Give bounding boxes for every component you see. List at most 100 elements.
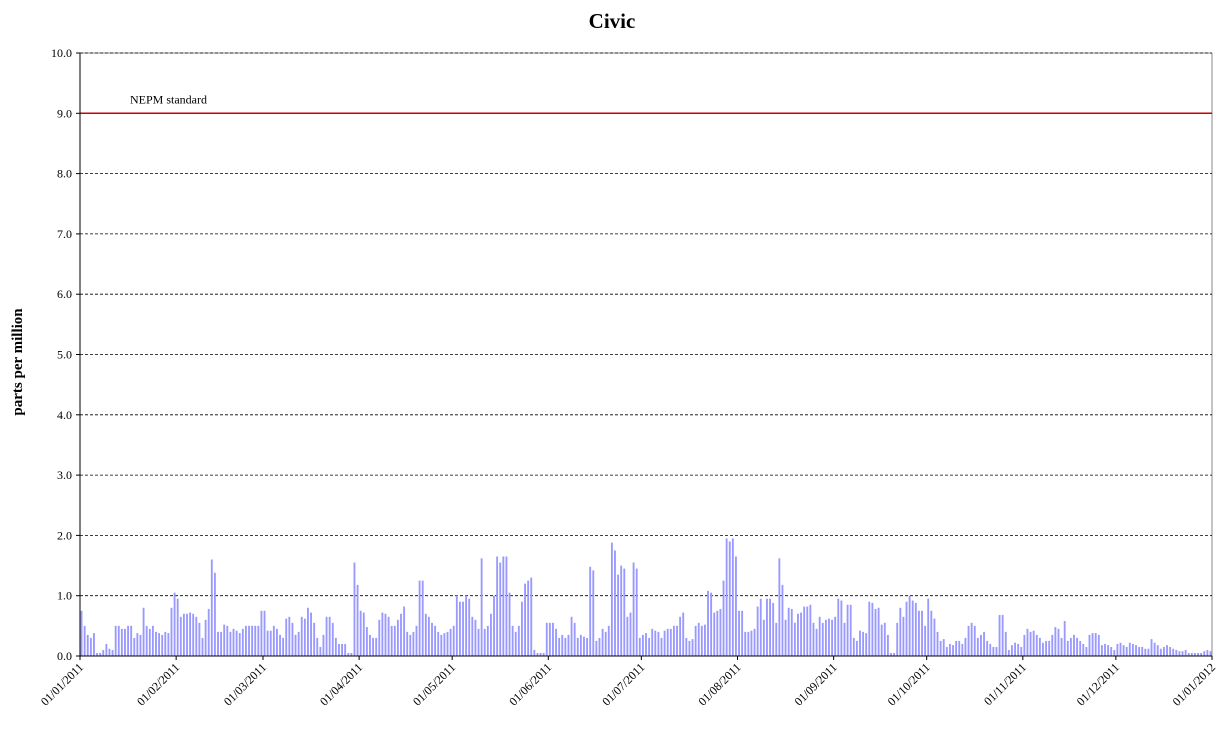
bar — [1076, 637, 1079, 656]
bar — [1004, 631, 1007, 656]
bar — [434, 625, 437, 656]
y-tick-label: 7.0 — [57, 227, 72, 241]
bar — [828, 618, 830, 656]
bar — [927, 598, 930, 656]
bar — [738, 610, 740, 656]
bar — [496, 556, 499, 656]
bar — [130, 625, 133, 656]
bar — [124, 628, 126, 656]
bar — [83, 625, 86, 656]
bar — [182, 613, 185, 656]
bar — [127, 625, 130, 656]
bar — [1122, 645, 1125, 656]
bar — [322, 634, 325, 656]
bar — [558, 637, 561, 656]
bar — [933, 618, 936, 656]
bar — [725, 538, 728, 656]
bar — [762, 619, 765, 656]
bar — [1100, 645, 1103, 656]
bar — [1110, 646, 1113, 656]
bar — [837, 598, 840, 656]
bar — [493, 595, 495, 656]
bar — [139, 634, 142, 656]
bar — [772, 602, 775, 656]
bar — [1029, 631, 1032, 656]
bar — [874, 608, 877, 656]
bar — [769, 598, 771, 656]
bar — [955, 640, 958, 656]
bar — [220, 631, 223, 656]
bar — [778, 558, 781, 656]
bar — [344, 643, 347, 656]
bar — [536, 652, 539, 656]
bar — [896, 622, 899, 656]
bar — [155, 631, 157, 656]
y-tick-label: 10.0 — [51, 46, 72, 60]
y-tick-label: 2.0 — [57, 528, 72, 542]
bar — [691, 639, 694, 656]
bar — [855, 640, 858, 656]
bar — [170, 607, 173, 656]
bar — [387, 616, 390, 656]
bar — [871, 602, 874, 656]
bar — [120, 628, 123, 656]
bar — [750, 630, 753, 656]
bar — [666, 628, 669, 656]
bar — [570, 616, 573, 656]
bar — [1144, 648, 1147, 656]
bar — [108, 648, 111, 656]
bar — [471, 616, 474, 656]
bar — [207, 608, 210, 656]
bar — [1135, 645, 1137, 656]
bar — [970, 622, 973, 656]
bar — [620, 565, 623, 656]
bar — [412, 631, 415, 656]
bar — [707, 590, 709, 656]
bar — [589, 566, 592, 656]
bar — [421, 580, 424, 656]
x-tick-label: 01/03/2011 — [221, 660, 269, 708]
bar — [1032, 630, 1035, 656]
bar — [161, 634, 164, 656]
bar — [632, 562, 635, 656]
bar — [1156, 645, 1159, 656]
bar — [148, 628, 151, 656]
bar — [186, 613, 188, 656]
bar — [1147, 648, 1150, 656]
bar — [372, 637, 375, 656]
bar — [282, 637, 285, 656]
bar — [902, 616, 905, 656]
x-tick-label: 01/02/2011 — [134, 660, 182, 708]
bar — [877, 607, 880, 656]
bar — [86, 634, 89, 656]
bar — [393, 625, 396, 656]
bar — [1057, 628, 1060, 656]
bar — [831, 619, 834, 656]
bar — [474, 619, 477, 656]
bar — [555, 628, 557, 656]
y-tick-label: 9.0 — [57, 106, 72, 120]
bar — [583, 636, 585, 656]
bar — [1042, 642, 1044, 656]
bar — [257, 625, 260, 656]
bar — [244, 625, 247, 656]
bar — [347, 652, 350, 656]
bar — [893, 652, 896, 656]
bar — [645, 633, 647, 656]
bar — [1175, 649, 1178, 656]
bar — [986, 640, 989, 656]
bar — [195, 616, 198, 656]
bar — [241, 628, 244, 656]
bar — [294, 634, 297, 656]
bar — [688, 640, 691, 656]
bar — [1153, 642, 1156, 656]
bar — [579, 634, 582, 656]
bar — [818, 616, 821, 656]
bar — [744, 631, 747, 656]
bar — [223, 624, 226, 656]
bar — [784, 619, 787, 656]
bar — [545, 622, 548, 656]
bar — [598, 637, 601, 656]
bar — [843, 622, 846, 656]
x-tick-label: 01/08/2011 — [695, 660, 743, 708]
